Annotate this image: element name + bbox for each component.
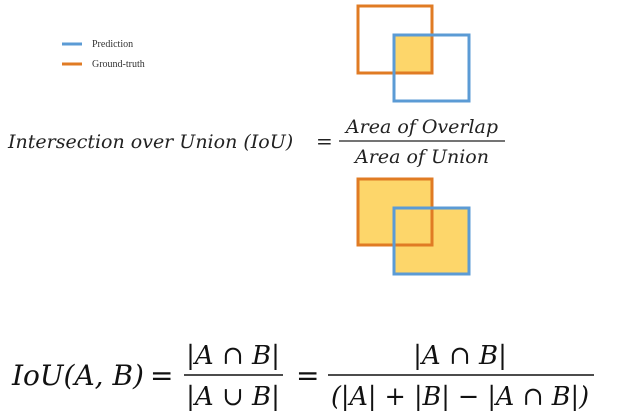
formula-frac1-numerator: |A ∩ B| [186, 341, 280, 371]
legend-ground-truth-label: Ground-truth [92, 59, 145, 70]
iou-formula: IoU(A, B) = |A ∩ B| |A ∪ B| = |A ∩ B| (|… [11, 341, 594, 412]
formula-equals-1: = [150, 359, 173, 392]
prediction-box-top [392, 33, 471, 103]
formula-equals-2: = [296, 359, 319, 392]
union-illustration [356, 177, 471, 276]
prediction-box-bottom [392, 206, 471, 276]
legend: Prediction Ground-truth [62, 39, 145, 70]
formula-frac1-denominator: |A ∪ B| [186, 382, 280, 412]
overlap-region [394, 35, 432, 73]
definition-lhs: Intersection over Union (IoU) [7, 131, 293, 153]
definition-numerator: Area of Overlap [344, 116, 498, 138]
formula-lhs: IoU(A, B) [11, 359, 144, 392]
formula-frac2-numerator: |A ∩ B| [413, 341, 507, 371]
iou-definition: Intersection over Union (IoU) = Area of … [7, 116, 505, 168]
definition-equals: = [316, 129, 333, 153]
formula-frac2-denominator: (|A| + |B| − |A ∩ B|) [331, 382, 589, 412]
overlap-illustration [356, 4, 471, 103]
definition-denominator: Area of Union [353, 146, 489, 168]
legend-prediction-label: Prediction [92, 39, 133, 50]
